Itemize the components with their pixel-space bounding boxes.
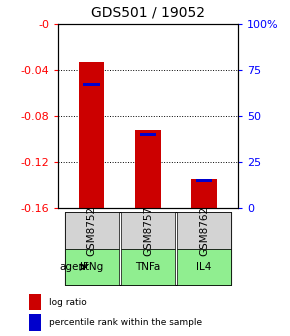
Text: log ratio: log ratio	[49, 298, 86, 307]
Bar	[121, 212, 175, 249]
Text: TNFa: TNFa	[135, 262, 161, 272]
Text: percentile rank within the sample: percentile rank within the sample	[49, 318, 202, 327]
Bar	[191, 179, 217, 208]
Text: IL4: IL4	[196, 262, 212, 272]
Text: GSM8762: GSM8762	[199, 206, 209, 256]
Bar	[140, 133, 156, 136]
Text: IFNg: IFNg	[80, 262, 103, 272]
Bar	[29, 314, 41, 331]
Bar	[84, 83, 100, 86]
Title: GDS501 / 19052: GDS501 / 19052	[91, 6, 205, 19]
Bar	[177, 212, 231, 249]
Bar	[177, 249, 231, 285]
Bar	[65, 212, 119, 249]
Text: GSM8757: GSM8757	[143, 206, 153, 256]
Bar	[121, 249, 175, 285]
Text: agent: agent	[60, 262, 90, 272]
Text: GSM8752: GSM8752	[87, 206, 97, 256]
Bar	[135, 130, 161, 208]
Bar	[29, 294, 41, 310]
Bar	[65, 249, 119, 285]
Bar	[196, 179, 212, 182]
Bar	[79, 61, 104, 208]
